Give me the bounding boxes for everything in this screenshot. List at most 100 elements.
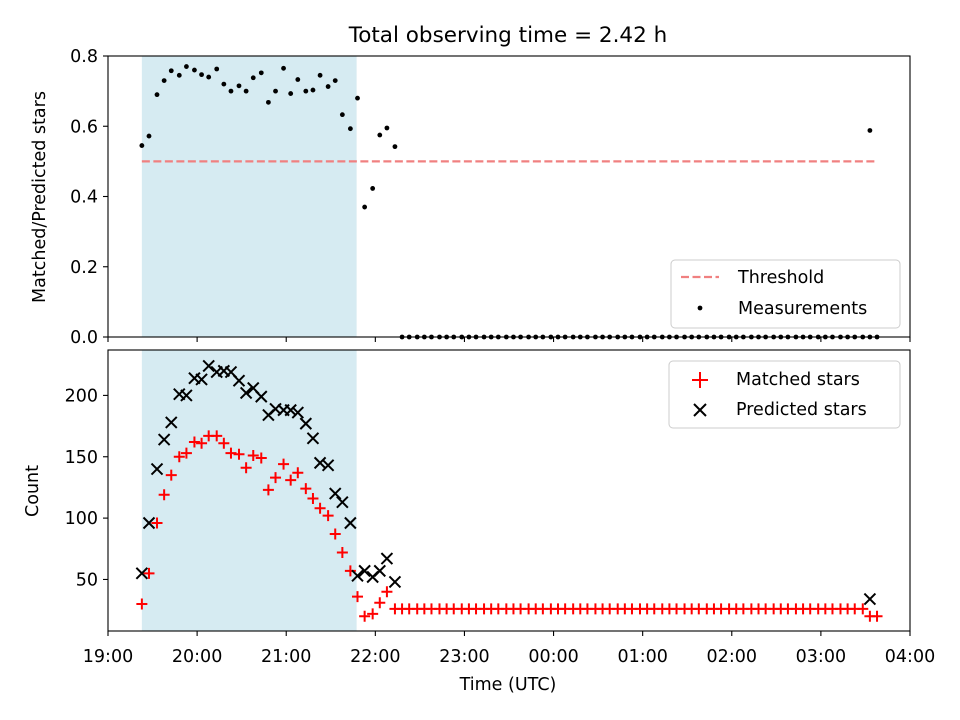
ratio-legend-box [670, 259, 901, 329]
predicted-star-point [306, 432, 320, 445]
predicted-star-point [202, 359, 215, 373]
x-tick-label: 00:00 [528, 647, 578, 667]
predicted-legend-label: Predicted stars [736, 400, 867, 420]
count-legend: Matched stars Predicted stars [668, 360, 901, 429]
matched-star-point [292, 467, 304, 479]
y-tick-label: 50 [76, 570, 98, 590]
matched-star-point [211, 430, 223, 442]
predicted-star-point [135, 567, 149, 580]
ratio-y-axis-label: Matched/Predicted stars [30, 91, 50, 303]
measurement-point [310, 87, 316, 93]
count-axes-frame [107, 349, 911, 632]
ratio-panel: 0.00.20.40.60.8 Matched/Predicted stars … [30, 47, 911, 348]
matched-star-point [374, 597, 386, 609]
measurement-point [206, 74, 212, 80]
ratio-x-ticks [107, 337, 911, 342]
matched-star-point [173, 451, 185, 463]
matched-star-point [247, 450, 259, 462]
matched-star-point [381, 586, 393, 598]
y-tick-label: 100 [65, 509, 98, 529]
matched-star-point [270, 472, 282, 484]
matched-star-point [233, 448, 245, 460]
predicted-star-point [863, 592, 877, 606]
matched-star-point [336, 546, 348, 558]
measurements-legend-label: Measurements [738, 299, 867, 319]
y-tick-label: 150 [65, 448, 98, 468]
measurement-point [370, 186, 376, 191]
ratio-y-ticks: 0.0 0.2 0.4 0.6 0.8 [70, 47, 108, 348]
x-tick-label: 01:00 [617, 647, 667, 667]
measurement-point [168, 68, 174, 74]
predicted-star-point [142, 516, 156, 530]
measurement-point [154, 92, 160, 98]
measurement-point [192, 67, 197, 73]
measurement-point [339, 112, 345, 118]
measurement-point [295, 77, 301, 82]
measurement-point [288, 91, 294, 96]
matched-star-point [359, 610, 371, 622]
matched-star-point [344, 565, 356, 577]
count-panel: 50 100 150 200 19:00 20:00 21:00 22:00 23:00 00:… [23, 349, 935, 667]
predicted-star-point [284, 403, 297, 417]
measurement-point [258, 70, 264, 76]
predicted-star-point [299, 417, 313, 430]
measurement-point [228, 88, 234, 94]
measurement-point [146, 133, 152, 139]
x-tick-label: 03:00 [796, 647, 846, 667]
matched-star-point [307, 492, 319, 504]
measurement-point [377, 132, 383, 138]
matched-star-point [322, 510, 334, 522]
y-tick-label: 0.0 [70, 328, 98, 348]
measurement-point [236, 83, 242, 89]
measurement-point [867, 128, 873, 133]
predicted-star-point [380, 552, 394, 565]
measurement-point [243, 88, 249, 94]
matched-star-point [262, 484, 274, 496]
predicted-star-point [336, 495, 349, 509]
x-axis-label: Time (UTC) [459, 675, 557, 695]
predicted-star-point [255, 390, 268, 403]
matched-star-point [857, 603, 869, 615]
y-tick-label: 0.6 [70, 117, 98, 137]
matched-star-point [329, 528, 341, 540]
x-tick-label: 19:00 [83, 647, 133, 667]
x-tick-label: 02:00 [707, 647, 757, 667]
matched-star-point [136, 598, 148, 610]
x-tick-label: 20:00 [172, 647, 222, 667]
y-tick-label: 0.2 [70, 258, 98, 278]
measurement-point [161, 78, 167, 83]
measurement-point [214, 66, 220, 72]
matched-star-point [285, 474, 297, 486]
threshold-legend-label: Threshold [737, 268, 824, 288]
ratio-axes-frame [107, 55, 911, 338]
matched-star-point [300, 483, 312, 495]
predicted-star-point [321, 459, 335, 472]
matched-star-point [240, 462, 252, 474]
matched-star-point [196, 437, 208, 449]
matched-star-point [314, 502, 326, 514]
predicted-star-point [351, 569, 364, 582]
x-tick-label: 22:00 [350, 647, 400, 667]
matched-star-point [188, 436, 200, 448]
predicted-star-point [388, 575, 402, 589]
measurement-point [317, 72, 323, 78]
matched-star-point [255, 452, 267, 464]
measurement-point [303, 88, 309, 94]
matched-star-point [871, 610, 883, 622]
measurement-point [273, 88, 278, 94]
measurement-point [199, 72, 204, 78]
matched-legend-swatch [692, 372, 708, 388]
predicted-star-point [165, 416, 178, 429]
chart-title: Total observing time = 2.42 h [348, 23, 668, 48]
predicted-star-point [373, 564, 386, 578]
measurement-point [139, 143, 145, 148]
x-tick-label: 04:00 [885, 647, 935, 667]
matched-star-point [225, 447, 237, 459]
predicted-star-point [344, 516, 357, 530]
predicted-star-point [180, 389, 193, 402]
predicted-star-point [150, 462, 164, 476]
predicted-star-point [313, 456, 327, 470]
measurement-point [250, 75, 256, 81]
matched-legend-label: Matched stars [736, 370, 860, 390]
measurement-point [176, 72, 182, 78]
